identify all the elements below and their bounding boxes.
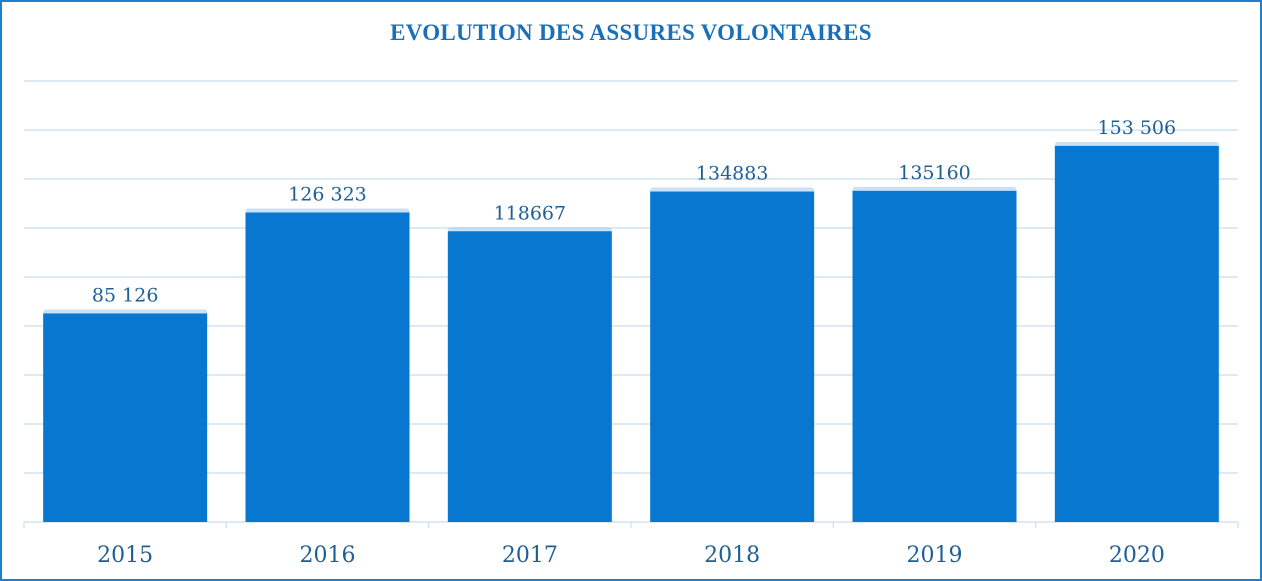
data-label-2016: 126 323 [288,184,367,206]
x-tick-label-2019: 2019 [907,543,963,568]
bar-2018 [650,191,815,522]
x-tick-label-2016: 2016 [300,543,356,568]
x-tick-label-2020: 2020 [1109,543,1165,568]
chart-title: EVOLUTION DES ASSURES VOLONTAIRES [390,20,872,45]
data-label-2018: 134883 [696,163,769,185]
data-label-2019: 135160 [898,162,971,184]
bar-2016 [245,212,410,522]
bar-2017 [447,231,612,522]
x-tick-label-2018: 2018 [704,543,760,568]
bar-2015 [43,313,208,522]
data-label-2017: 118667 [494,202,567,224]
x-tick-label-2015: 2015 [97,543,153,568]
bar-2019 [852,190,1017,522]
x-tick-label-2017: 2017 [502,543,558,568]
data-label-2015: 85 126 [92,284,158,306]
bar-2020 [1054,145,1219,523]
data-label-2020: 153 506 [1098,117,1177,139]
